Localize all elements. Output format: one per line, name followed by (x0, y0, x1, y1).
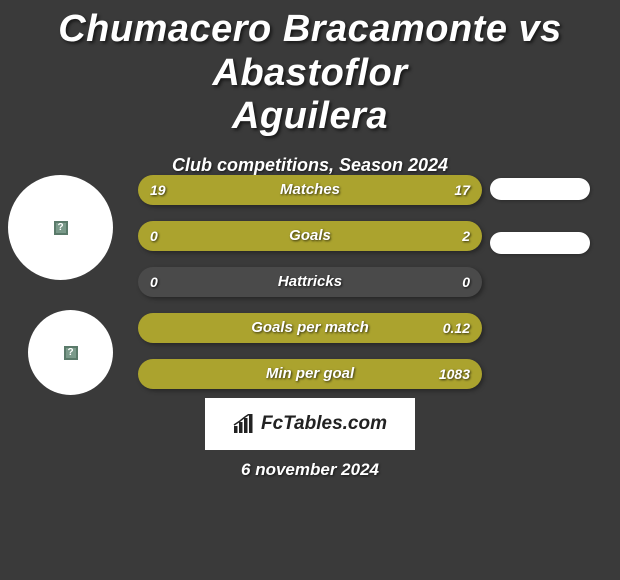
stat-bar-row: 0Hattricks0 (138, 267, 482, 297)
title-line-2: Aguilera (232, 95, 388, 137)
stat-bar-row: Goals per match0.12 (138, 313, 482, 343)
placeholder-icon: ? (54, 221, 68, 235)
date-label: 6 november 2024 (0, 460, 620, 480)
player-avatars: ? ? (8, 175, 113, 395)
logo-text: FcTables.com (261, 413, 387, 435)
placeholder-icon: ? (64, 346, 78, 360)
stat-value-right: 0 (462, 267, 470, 297)
stat-bar-row: 0Goals2 (138, 221, 482, 251)
bar-chart-icon (233, 414, 255, 434)
fctables-logo: FcTables.com (205, 398, 415, 450)
player1-avatar: ? (8, 175, 113, 280)
stat-label: Goals per match (138, 313, 482, 343)
side-pill (490, 178, 590, 200)
stat-value-right: 0.12 (443, 313, 470, 343)
player2-avatar: ? (28, 310, 113, 395)
stat-value-right: 17 (454, 175, 470, 205)
stat-value-right: 2 (462, 221, 470, 251)
stat-label: Hattricks (138, 267, 482, 297)
stat-label: Min per goal (138, 359, 482, 389)
stat-bars: 19Matches170Goals20Hattricks0Goals per m… (138, 175, 482, 405)
comparison-title: Chumacero Bracamonte vs Abastoflor Aguil… (0, 0, 620, 143)
stat-value-left: 0 (150, 267, 158, 297)
side-pill (490, 232, 590, 254)
stat-bar-row: 19Matches17 (138, 175, 482, 205)
side-pills (490, 178, 590, 286)
stat-value-left: 0 (150, 221, 158, 251)
stat-value-left: 19 (150, 175, 166, 205)
title-line-1: Chumacero Bracamonte vs Abastoflor (58, 8, 562, 94)
stat-label: Matches (138, 175, 482, 205)
stat-value-right: 1083 (439, 359, 470, 389)
stat-bar-row: Min per goal1083 (138, 359, 482, 389)
stat-label: Goals (138, 221, 482, 251)
subtitle: Club competitions, Season 2024 (0, 155, 620, 176)
